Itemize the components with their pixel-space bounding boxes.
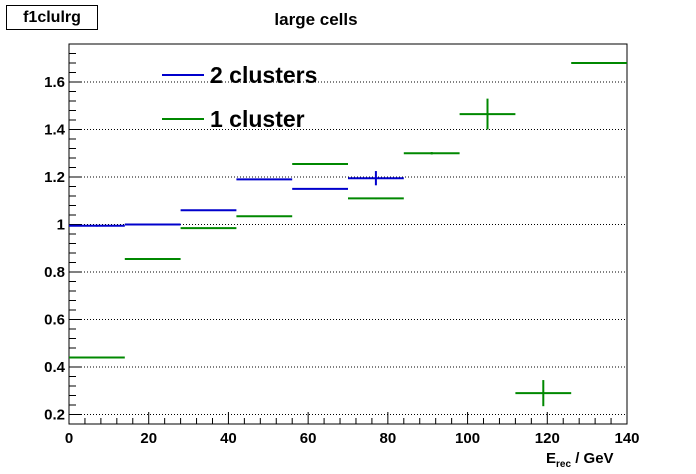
data-point-series-0-5 (348, 171, 404, 186)
legend-label-series-0: 2 clusters (210, 62, 318, 88)
legend: 2 clusters 1 cluster (162, 60, 362, 140)
stat-box: f1clulrg (6, 5, 98, 30)
data-point-series-1-7 (459, 98, 516, 130)
x-tick-label-3: 60 (300, 430, 317, 447)
x-axis-label-suffix: / GeV (571, 450, 614, 467)
legend-swatch-series-1 (162, 118, 204, 120)
data-point-series-1-5 (348, 197, 404, 200)
y-tick-label-4: 1 (57, 217, 65, 234)
x-tick-label-6: 120 (535, 430, 560, 447)
x-tick-label-2: 40 (220, 430, 237, 447)
chart-title: large cells (274, 10, 358, 29)
data-point-series-1-8 (515, 380, 572, 407)
x-axis-label: Erec / GeV (546, 450, 614, 470)
x-tick-label-4: 80 (380, 430, 397, 447)
data-point-series-0-0 (69, 224, 125, 227)
y-tick-label-2: 0.6 (44, 312, 65, 329)
y-tick-label-7: 1.6 (44, 74, 65, 91)
legend-entry-series-0: 2 clusters (162, 60, 362, 90)
y-tick-label-1: 0.4 (44, 359, 66, 376)
x-tick-label-5: 100 (455, 430, 480, 447)
y-tick-label-6: 1.4 (44, 122, 66, 139)
legend-swatch-series-0 (162, 74, 204, 76)
legend-entry-series-1: 1 cluster (162, 104, 362, 134)
legend-label-series-1: 1 cluster (210, 106, 305, 132)
y-tick-label-5: 1.2 (44, 169, 65, 186)
axes: 0.2 0.4 0.6 0.8 1 1.2 1.4 1.6 0 20 40 60 80 100 120 140 (44, 43, 640, 447)
x-tick-label-0: 0 (65, 430, 73, 447)
x-tick-label-1: 20 (140, 430, 157, 447)
data-point-series-1-6 (403, 152, 460, 155)
y-tick-label-3: 0.8 (44, 264, 65, 281)
grid-lines (69, 81, 627, 415)
data-marks (69, 62, 627, 407)
x-axis-label-sub: rec (556, 459, 572, 470)
x-tick-label-7: 140 (614, 430, 639, 447)
y-tick-label-0: 0.2 (44, 407, 65, 424)
x-axis-label-main: E (546, 450, 557, 467)
data-point-series-1-9 (571, 62, 627, 64)
stat-box-label: f1clulrg (23, 9, 81, 26)
